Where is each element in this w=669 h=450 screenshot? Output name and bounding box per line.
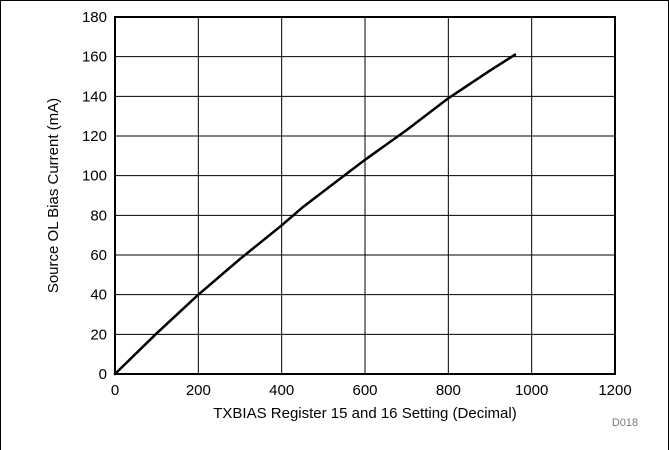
y-tick-label-80: 80 (90, 207, 107, 224)
y-tick-label-180: 180 (82, 9, 107, 26)
x-axis-label: TXBIAS Register 15 and 16 Setting (Decim… (213, 405, 516, 422)
series-group (113, 53, 517, 376)
y-tick-label-60: 60 (90, 247, 107, 264)
x-tick-label-400: 400 (269, 382, 294, 399)
y-tick-label-160: 160 (82, 49, 107, 66)
y-tick-label-0: 0 (99, 366, 107, 383)
y-tick-label-100: 100 (82, 168, 107, 185)
x-tick-labels: 0 200 400 600 800 1000 1200 (111, 382, 632, 399)
x-tick-label-800: 800 (436, 382, 461, 399)
figure-id: D018 (612, 417, 638, 429)
y-tick-label-140: 140 (82, 88, 107, 105)
series-line-0 (113, 53, 517, 376)
x-tick-label-1000: 1000 (515, 382, 548, 399)
x-tick-label-1200: 1200 (598, 382, 631, 399)
x-tick-label-600: 600 (352, 382, 377, 399)
grid-lines (114, 16, 616, 375)
x-tick-label-200: 200 (186, 382, 211, 399)
plot-area-border (114, 16, 616, 375)
y-tick-label-120: 120 (82, 128, 107, 145)
y-tick-label-20: 20 (90, 326, 107, 343)
y-axis-label: Source OL Bias Current (mA) (45, 98, 62, 293)
x-tick-label-0: 0 (111, 382, 119, 399)
y-tick-labels: 0 20 40 60 80 100 120 140 160 180 (82, 9, 107, 383)
y-tick-label-40: 40 (90, 287, 107, 304)
